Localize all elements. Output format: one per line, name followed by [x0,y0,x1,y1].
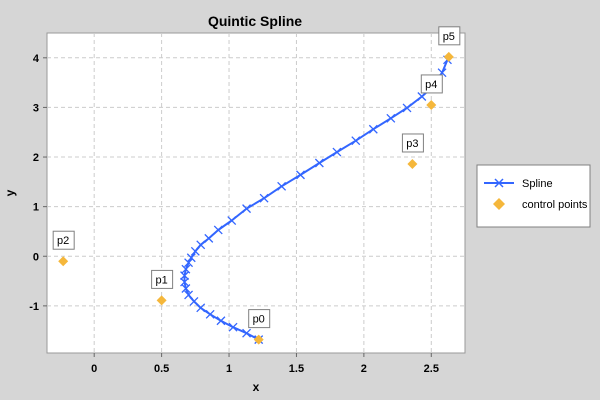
control-point-label: p5 [443,31,455,43]
control-point-p1 [156,295,167,306]
legend-box [476,164,591,228]
spline-marker [180,277,189,287]
spline-marker [181,264,191,274]
control-point-label: p4 [425,79,437,91]
x-tick-label: 1.5 [289,363,304,375]
legend-spline-marker [494,178,504,188]
y-tick-label: 4 [33,53,40,65]
control-point-p0 [253,334,264,345]
spline-marker [216,316,226,326]
spline-marker [417,92,427,101]
x-tick-label: 0.5 [154,363,169,375]
spline-marker [228,322,238,332]
legend-control-points-label: control points [522,199,588,211]
axes: 0 0.5 1 1.5 2 2.5 -1 0 1 2 3 4 [29,53,439,375]
y-tick-label: -1 [29,301,39,313]
x-tick-label: 1 [226,363,232,375]
control-point-label-box [438,26,461,46]
control-point-label-box [420,74,443,94]
x-tick-label: 2 [361,363,367,375]
control-point-label: p3 [406,138,418,150]
control-point-p3 [407,158,418,169]
plot-area [46,32,466,354]
chart-title: Quintic Spline [208,13,302,29]
spline-marker [242,328,252,338]
control-point-p2 [58,256,69,267]
spline-marker [227,216,237,225]
control-point-label: p1 [155,274,167,286]
spline-marker [196,240,206,250]
control-point-p5 [443,51,454,62]
control-point-label-box [52,230,75,250]
y-tick-label: 0 [33,251,39,263]
x-axis-label: x [253,380,260,394]
spline-marker [259,193,269,203]
spline-marker [184,290,194,300]
x-tick-label: 2.5 [424,363,439,375]
y-tick-label: 2 [33,152,39,164]
spline-marker [332,147,342,157]
spline-marker [386,113,396,123]
legend: Spline control points [476,164,591,228]
control-point-label: p2 [57,235,69,247]
y-tick-label: 3 [33,102,39,114]
x-tick-label: 0 [91,363,97,375]
spline-marker [314,158,324,168]
control-point-label: p0 [253,314,265,326]
spline-marker [213,225,223,235]
spline-marker [368,124,378,134]
spline-marker [186,253,196,263]
y-axis-label: y [3,189,17,196]
control-point-p4 [426,99,437,110]
control-point-label-box [151,269,174,289]
control-point-label-box [248,309,271,329]
spline-marker [351,136,361,146]
spline-marker [205,309,215,319]
spline-marker [184,258,194,268]
legend-control-marker [493,198,505,210]
control-point-label-box [401,133,424,153]
spline-marker [204,233,214,243]
control-points-series: p0 p1 p2 p3 p4 p5 [52,26,461,345]
spline-marker [189,296,199,306]
spline-marker [190,246,200,256]
spline-marker [402,103,412,113]
spline-marker [277,181,287,191]
legend-spline-label: Spline [522,178,553,190]
spline-marker [242,204,252,214]
y-tick-label: 1 [33,202,39,214]
spline-marker [296,170,305,180]
